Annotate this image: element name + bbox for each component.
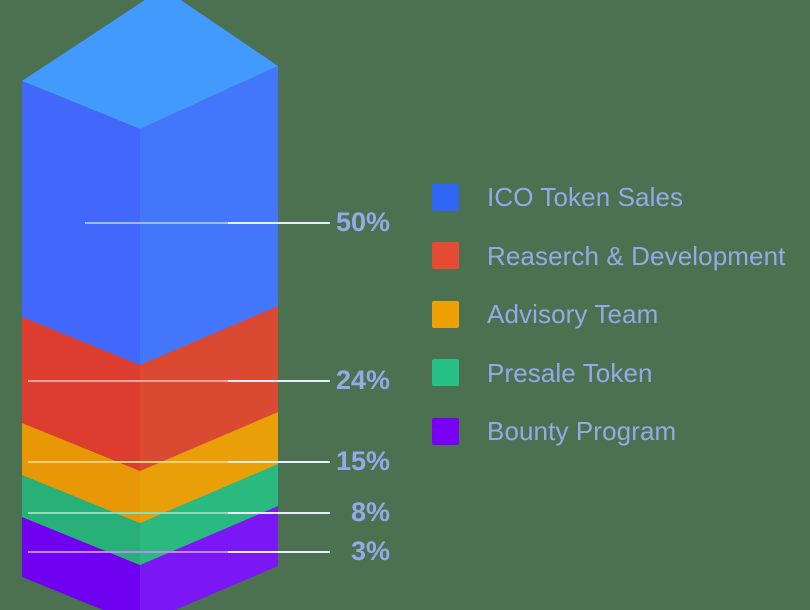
bar-segment-presale-right-face [140,464,278,565]
bar-segment-advisory-right-face [140,412,278,523]
legend-swatch-bounty [432,417,459,445]
bar-segment-bounty-right-face [140,506,278,610]
callout-label-rnd: 24% [335,365,390,395]
callout-label-bounty: 3% [350,536,390,566]
legend-label-advisory: Advisory Team [487,299,659,330]
bar-segment-ico-left-face [22,81,140,365]
bar-segment-advisory-left-face [22,423,140,523]
legend-item-advisory[interactable]: Advisory Team [432,285,802,344]
legend-item-ico[interactable]: ICO Token Sales [432,168,802,227]
legend: ICO Token Sales Reaserch & Development A… [432,168,802,461]
callout-label-advisory: 15% [335,446,390,476]
callout-label-ico: 50% [335,207,390,237]
bar-segment-rnd-left-face [22,317,140,471]
bar-segment-ico[interactable] [22,0,278,365]
callout-leader-lines [28,222,330,553]
callout-label-presale: 8% [350,497,390,527]
bar-segment-ico-right-face [140,66,278,365]
legend-item-presale[interactable]: Presale Token [432,344,802,403]
legend-swatch-advisory [432,300,459,328]
legend-swatch-ico [432,183,459,211]
legend-label-bounty: Bounty Program [487,416,677,447]
bar-segment-ico-top-face [22,0,278,129]
legend-label-ico: ICO Token Sales [487,182,684,213]
bar-segment-bounty-left-face [22,517,140,610]
legend-swatch-rnd [432,242,459,270]
legend-swatch-presale [432,359,459,387]
legend-item-rnd[interactable]: Reaserch & Development [432,227,802,286]
bar-segment-presale-left-face [22,475,140,565]
legend-label-rnd: Reaserch & Development [487,240,786,271]
legend-label-presale: Presale Token [487,357,653,388]
legend-item-bounty[interactable]: Bounty Program [432,402,802,461]
bar-segment-rnd-right-face [140,306,278,471]
